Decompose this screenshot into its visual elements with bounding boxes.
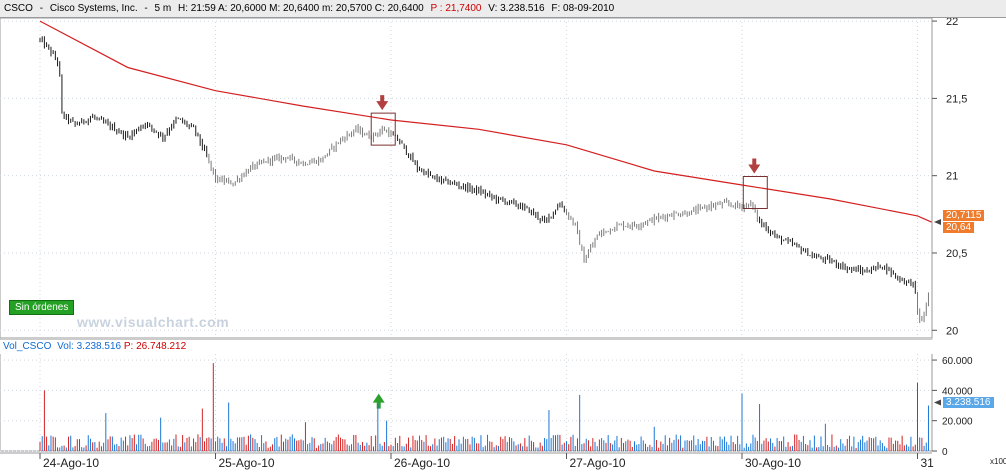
volume-tick-label: 20.000 (942, 417, 973, 428)
price-tick-label: 21 (946, 171, 958, 183)
price-pane-frame (0, 17, 933, 339)
volume-value: V: 3.238.516 (488, 3, 545, 14)
volume-tick-label: 40.000 (942, 386, 973, 397)
price-axis: 22 21,5 21 20,5 20 (932, 16, 967, 337)
time-tick-label: 26-Ago-10 (394, 456, 450, 470)
p-value: P : 21,7400 (430, 3, 482, 14)
volume-bars (39, 363, 929, 451)
volume-pane-frame (0, 339, 933, 452)
volume-gridlines (0, 339, 933, 452)
orders-button[interactable]: Sin órdenes (9, 300, 75, 315)
time-tick-label: 25-Ago-10 (219, 456, 275, 470)
ohlc-values: H: 21:59 A: 20,6000 M: 20,6400 m: 20,570… (177, 3, 424, 14)
down-arrow-icon (376, 95, 389, 111)
signal-markers (370, 95, 768, 409)
time-axis: 24-Ago-10 25-Ago-10 26-Ago-10 27-Ago-10 30-A… (0, 452, 935, 470)
price-tick-label: 20 (946, 325, 958, 337)
date-value: F: 08-09-2010 (551, 3, 615, 14)
symbol-sep: - (39, 3, 44, 14)
time-tick-label: 31 (921, 456, 935, 470)
time-tick-label: 27-Ago-10 (570, 456, 626, 470)
sep2: - (144, 3, 148, 14)
watermark: www.visualchart.com (77, 314, 230, 330)
volume-p-value: P: 26.748.212 (123, 341, 187, 352)
down-arrow-icon (748, 158, 761, 174)
signal-box (370, 112, 396, 146)
company-name: Cisco Systems, Inc. (49, 3, 138, 14)
moving-average (39, 20, 932, 223)
chart-header: CSCO - Cisco Systems, Inc. - 5 m H: 21:5… (0, 0, 1006, 18)
volume-series-label: Vol_CSCO (3, 341, 52, 352)
volume-series-value: Vol: 3.238.516 (57, 341, 122, 352)
signal-box (742, 176, 768, 210)
ma-value-badge: 20,7115 (943, 210, 985, 222)
up-arrow-icon (372, 393, 385, 409)
volume-header: Vol_CSCO Vol: 3.238.516 P: 26.748.212 (0, 340, 1006, 354)
volume-axis: 60.000 40.000 20.000 0 x100 (932, 356, 1006, 466)
volume-tick-label: 60.000 (942, 356, 973, 367)
price-gridlines (0, 17, 933, 339)
time-tick-label: 24-Ago-10 (43, 456, 99, 470)
last-volume-badge: 3.238.516 (943, 396, 994, 408)
price-tick-label: 21,5 (946, 93, 967, 105)
volume-pointer-icon (934, 399, 941, 406)
moving-average-line (39, 20, 932, 223)
timeframe: 5 m (154, 3, 172, 14)
x100-label: x100 (990, 457, 1006, 466)
time-tick-label: 30-Ago-10 (745, 456, 801, 470)
ma-pointer-icon (934, 219, 941, 226)
price-tick-label: 20,5 (946, 248, 967, 260)
price-tick-label: 22 (946, 16, 958, 28)
volume-tick-label: 0 (942, 447, 948, 458)
symbol: CSCO (4, 3, 33, 14)
last-price-badge: 20,64 (943, 222, 975, 234)
price-candles (39, 36, 929, 324)
